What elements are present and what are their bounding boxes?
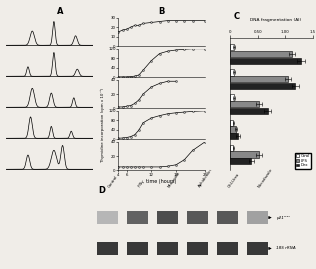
Legend: Ctrol, LPS, Dex: Ctrol, LPS, Dex [295, 153, 311, 169]
Bar [97, 242, 118, 255]
Bar [230, 158, 251, 164]
X-axis label: time (hours): time (hours) [146, 179, 177, 184]
Bar [127, 242, 148, 255]
Text: Aphidicolin: Aphidicolin [198, 168, 213, 188]
Bar [217, 211, 239, 224]
Bar [157, 242, 178, 255]
Text: Nocodazole: Nocodazole [258, 167, 274, 188]
Text: A: A [57, 7, 63, 16]
Text: Mimosine: Mimosine [167, 171, 182, 188]
Text: DNA fragmentation (AI): DNA fragmentation (AI) [250, 18, 301, 22]
Bar [230, 94, 234, 101]
Bar [230, 126, 236, 133]
Text: Control: Control [107, 174, 119, 188]
Bar [230, 44, 234, 51]
Bar [230, 101, 259, 107]
Text: B: B [158, 7, 165, 16]
Bar [230, 83, 295, 89]
Bar [230, 120, 233, 126]
Bar [230, 151, 259, 158]
Bar [127, 211, 148, 224]
Bar [230, 51, 292, 57]
Text: 18S rRNA: 18S rRNA [276, 246, 296, 250]
Bar [230, 58, 301, 64]
Text: Ohl-Urea: Ohl-Urea [228, 172, 241, 188]
Bar [230, 145, 233, 151]
Text: p21ᵂᵃ¹: p21ᵂᵃ¹ [276, 215, 290, 220]
Bar [247, 211, 269, 224]
Bar [187, 242, 209, 255]
Bar [217, 242, 239, 255]
Bar [187, 211, 209, 224]
Bar [230, 76, 288, 82]
Text: D: D [98, 186, 105, 195]
Bar [230, 69, 234, 76]
Text: C: C [234, 12, 240, 21]
Bar [230, 133, 238, 139]
Bar [157, 211, 178, 224]
Y-axis label: Thymidine incorporation (cpm x 10⁻³): Thymidine incorporation (cpm x 10⁻³) [101, 88, 105, 162]
Bar [230, 108, 268, 114]
Text: IFNγ: IFNγ [137, 179, 146, 188]
Bar [247, 242, 269, 255]
Bar [97, 211, 118, 224]
